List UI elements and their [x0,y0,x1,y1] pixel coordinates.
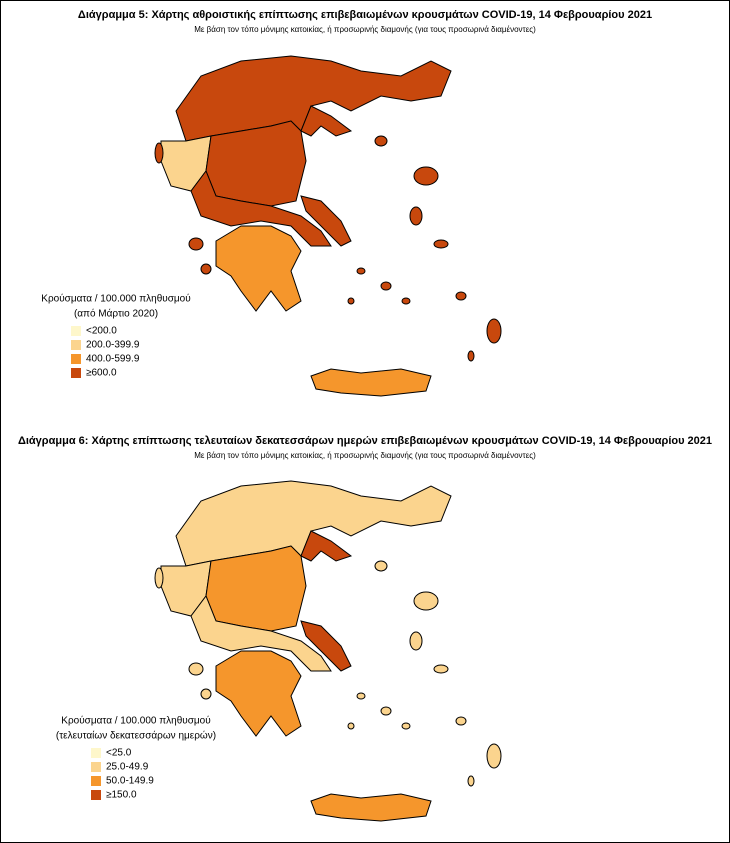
legend-swatch [91,790,101,800]
legend-title: (τελευταίων δεκατεσσάρων ημερών) [56,730,216,742]
legend-swatch [91,762,101,772]
legend-label: 50.0-149.9 [106,776,154,787]
legend-swatch [71,340,81,350]
legend-swatch [71,326,81,336]
legend-swatch [71,354,81,364]
map-1 [154,55,502,397]
legend-label: 200.0-399.9 [86,340,140,351]
legend-label: ≥150.0 [106,790,137,801]
map-subtitle: Με βάση τον τόπο μόνιμης κατοικίας, ή πρ… [194,451,536,460]
legend-swatch [91,748,101,758]
legend-label: <25.0 [106,748,132,759]
map-title: Διάγραμμα 5: Χάρτης αθροιστικής επίπτωση… [78,9,652,21]
map-subtitle: Με βάση τον τόπο μόνιμης κατοικίας, ή πρ… [194,25,536,34]
map-title: Διάγραμμα 6: Χάρτης επίπτωσης τελευταίων… [18,435,712,447]
legend-label: ≥600.0 [86,368,117,379]
legend-label: 25.0-49.9 [106,762,149,773]
legend-title: Κρούσματα / 100.000 πληθυσμού [61,715,210,727]
legend-swatch [71,368,81,378]
legend-title: (από Μάρτιο 2020) [74,308,158,320]
legend-title: Κρούσματα / 100.000 πληθυσμού [41,293,190,305]
legend-label: 400.0-599.9 [86,354,140,365]
legend-swatch [91,776,101,786]
legend-label: <200.0 [86,326,117,337]
map-2 [154,480,502,822]
